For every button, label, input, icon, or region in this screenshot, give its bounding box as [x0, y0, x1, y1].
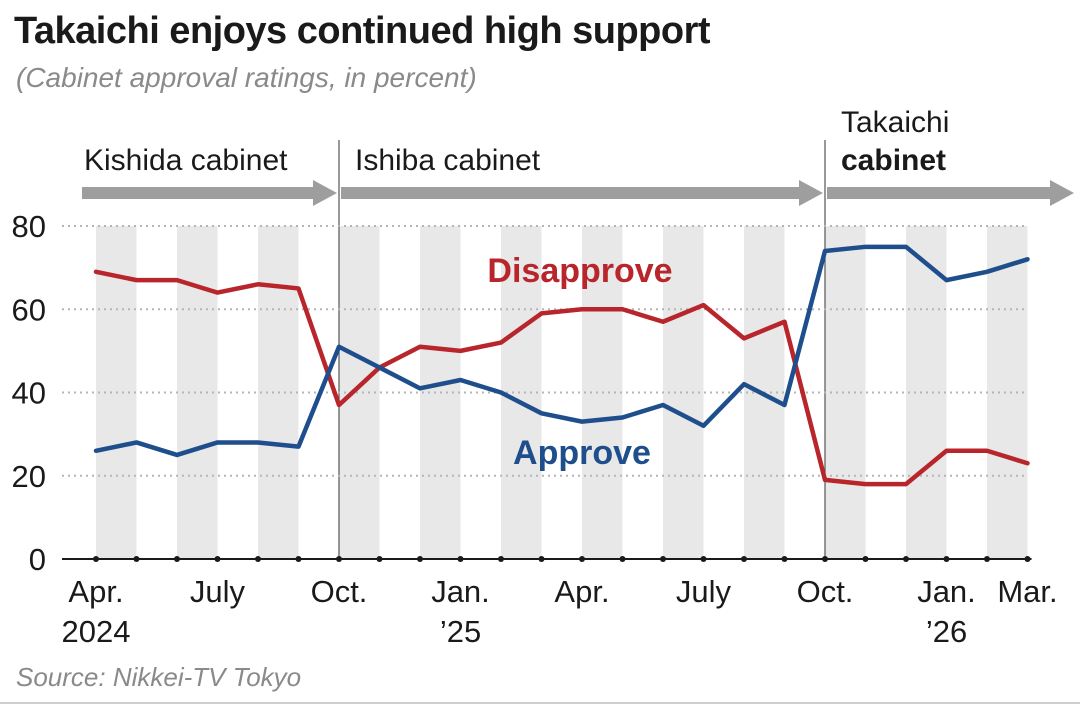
month-dot: [579, 556, 585, 562]
cabinet-label: Ishiba cabinet: [355, 144, 541, 177]
x-tick-label: Oct.: [311, 574, 368, 609]
cabinet-arrow-head: [313, 180, 337, 206]
y-tick-label: 80: [12, 209, 46, 244]
cabinet-arrow-shaft: [82, 187, 315, 199]
series-label-disapprove: Disapprove: [487, 252, 672, 290]
month-dot: [903, 556, 909, 562]
y-tick-label: 0: [29, 542, 46, 577]
month-dot: [538, 556, 545, 562]
month-dot: [336, 556, 342, 562]
cabinet-arrows: Kishida cabinet Ishiba cabinet Takaichi cab…: [82, 106, 1074, 206]
month-dot: [660, 556, 666, 562]
cabinet-label: Takaichi: [841, 106, 949, 139]
y-tick-label: 40: [12, 376, 46, 411]
x-tick-label: Apr.: [554, 574, 609, 609]
x-tick-label: Mar.: [997, 574, 1057, 609]
month-dot: [862, 556, 869, 562]
chart-subtitle: (Cabinet approval ratings, in percent): [16, 62, 477, 93]
axis: 0 20 40 60 80 Apr. 2024 July Oct. Jan. ’25 Apr. July…: [12, 209, 1058, 649]
month-dot: [295, 556, 302, 562]
cabinet-label: cabinet: [841, 144, 946, 177]
series-line-approve: [93, 244, 1030, 458]
y-tick-label: 20: [12, 459, 46, 494]
cabinet-arrow-head: [799, 180, 823, 206]
source-note: Source: Nikkei-TV Tokyo: [16, 662, 302, 692]
month-dot: [133, 556, 140, 562]
x-tick-label: Oct.: [797, 574, 854, 609]
cabinet-arrow-shaft: [827, 187, 1052, 199]
cabinet-label: Kishida cabinet: [84, 144, 288, 177]
x-tick-label: ’25: [440, 614, 481, 649]
x-tick-label: Jan.: [431, 574, 490, 609]
month-dot: [457, 556, 464, 562]
month-dot: [943, 556, 950, 562]
month-dot: [741, 556, 747, 562]
series-line-disapprove: [93, 269, 1030, 487]
month-dot: [417, 556, 423, 562]
x-tick-label: 2024: [62, 614, 131, 649]
x-tick-label: Apr.: [68, 574, 123, 609]
chart-title: Takaichi enjoys continued high support: [14, 10, 711, 52]
series-labels: Disapprove Approve: [487, 252, 672, 472]
series-lines: [93, 244, 1030, 487]
x-tick-label: Jan.: [917, 574, 976, 609]
x-tick-label: July: [676, 574, 732, 609]
month-dot: [700, 556, 707, 562]
series-label-approve: Approve: [513, 434, 651, 472]
cabinet-arrow-head: [1050, 180, 1074, 206]
month-dot: [214, 556, 221, 562]
x-tick-label: July: [190, 574, 246, 609]
x-tick-label: ’26: [926, 614, 967, 649]
month-dot: [174, 556, 180, 562]
month-dot: [93, 556, 99, 562]
cabinet-arrow-shaft: [341, 187, 801, 199]
month-dot: [984, 556, 990, 562]
month-dot: [822, 556, 828, 562]
month-dot: [255, 556, 261, 562]
month-dot: [781, 556, 788, 562]
month-dot: [376, 556, 383, 562]
y-tick-label: 60: [12, 292, 46, 327]
month-dot: [498, 556, 504, 562]
month-dot: [619, 556, 626, 562]
bottom-rule: [0, 702, 1080, 704]
month-dot: [1024, 556, 1031, 562]
